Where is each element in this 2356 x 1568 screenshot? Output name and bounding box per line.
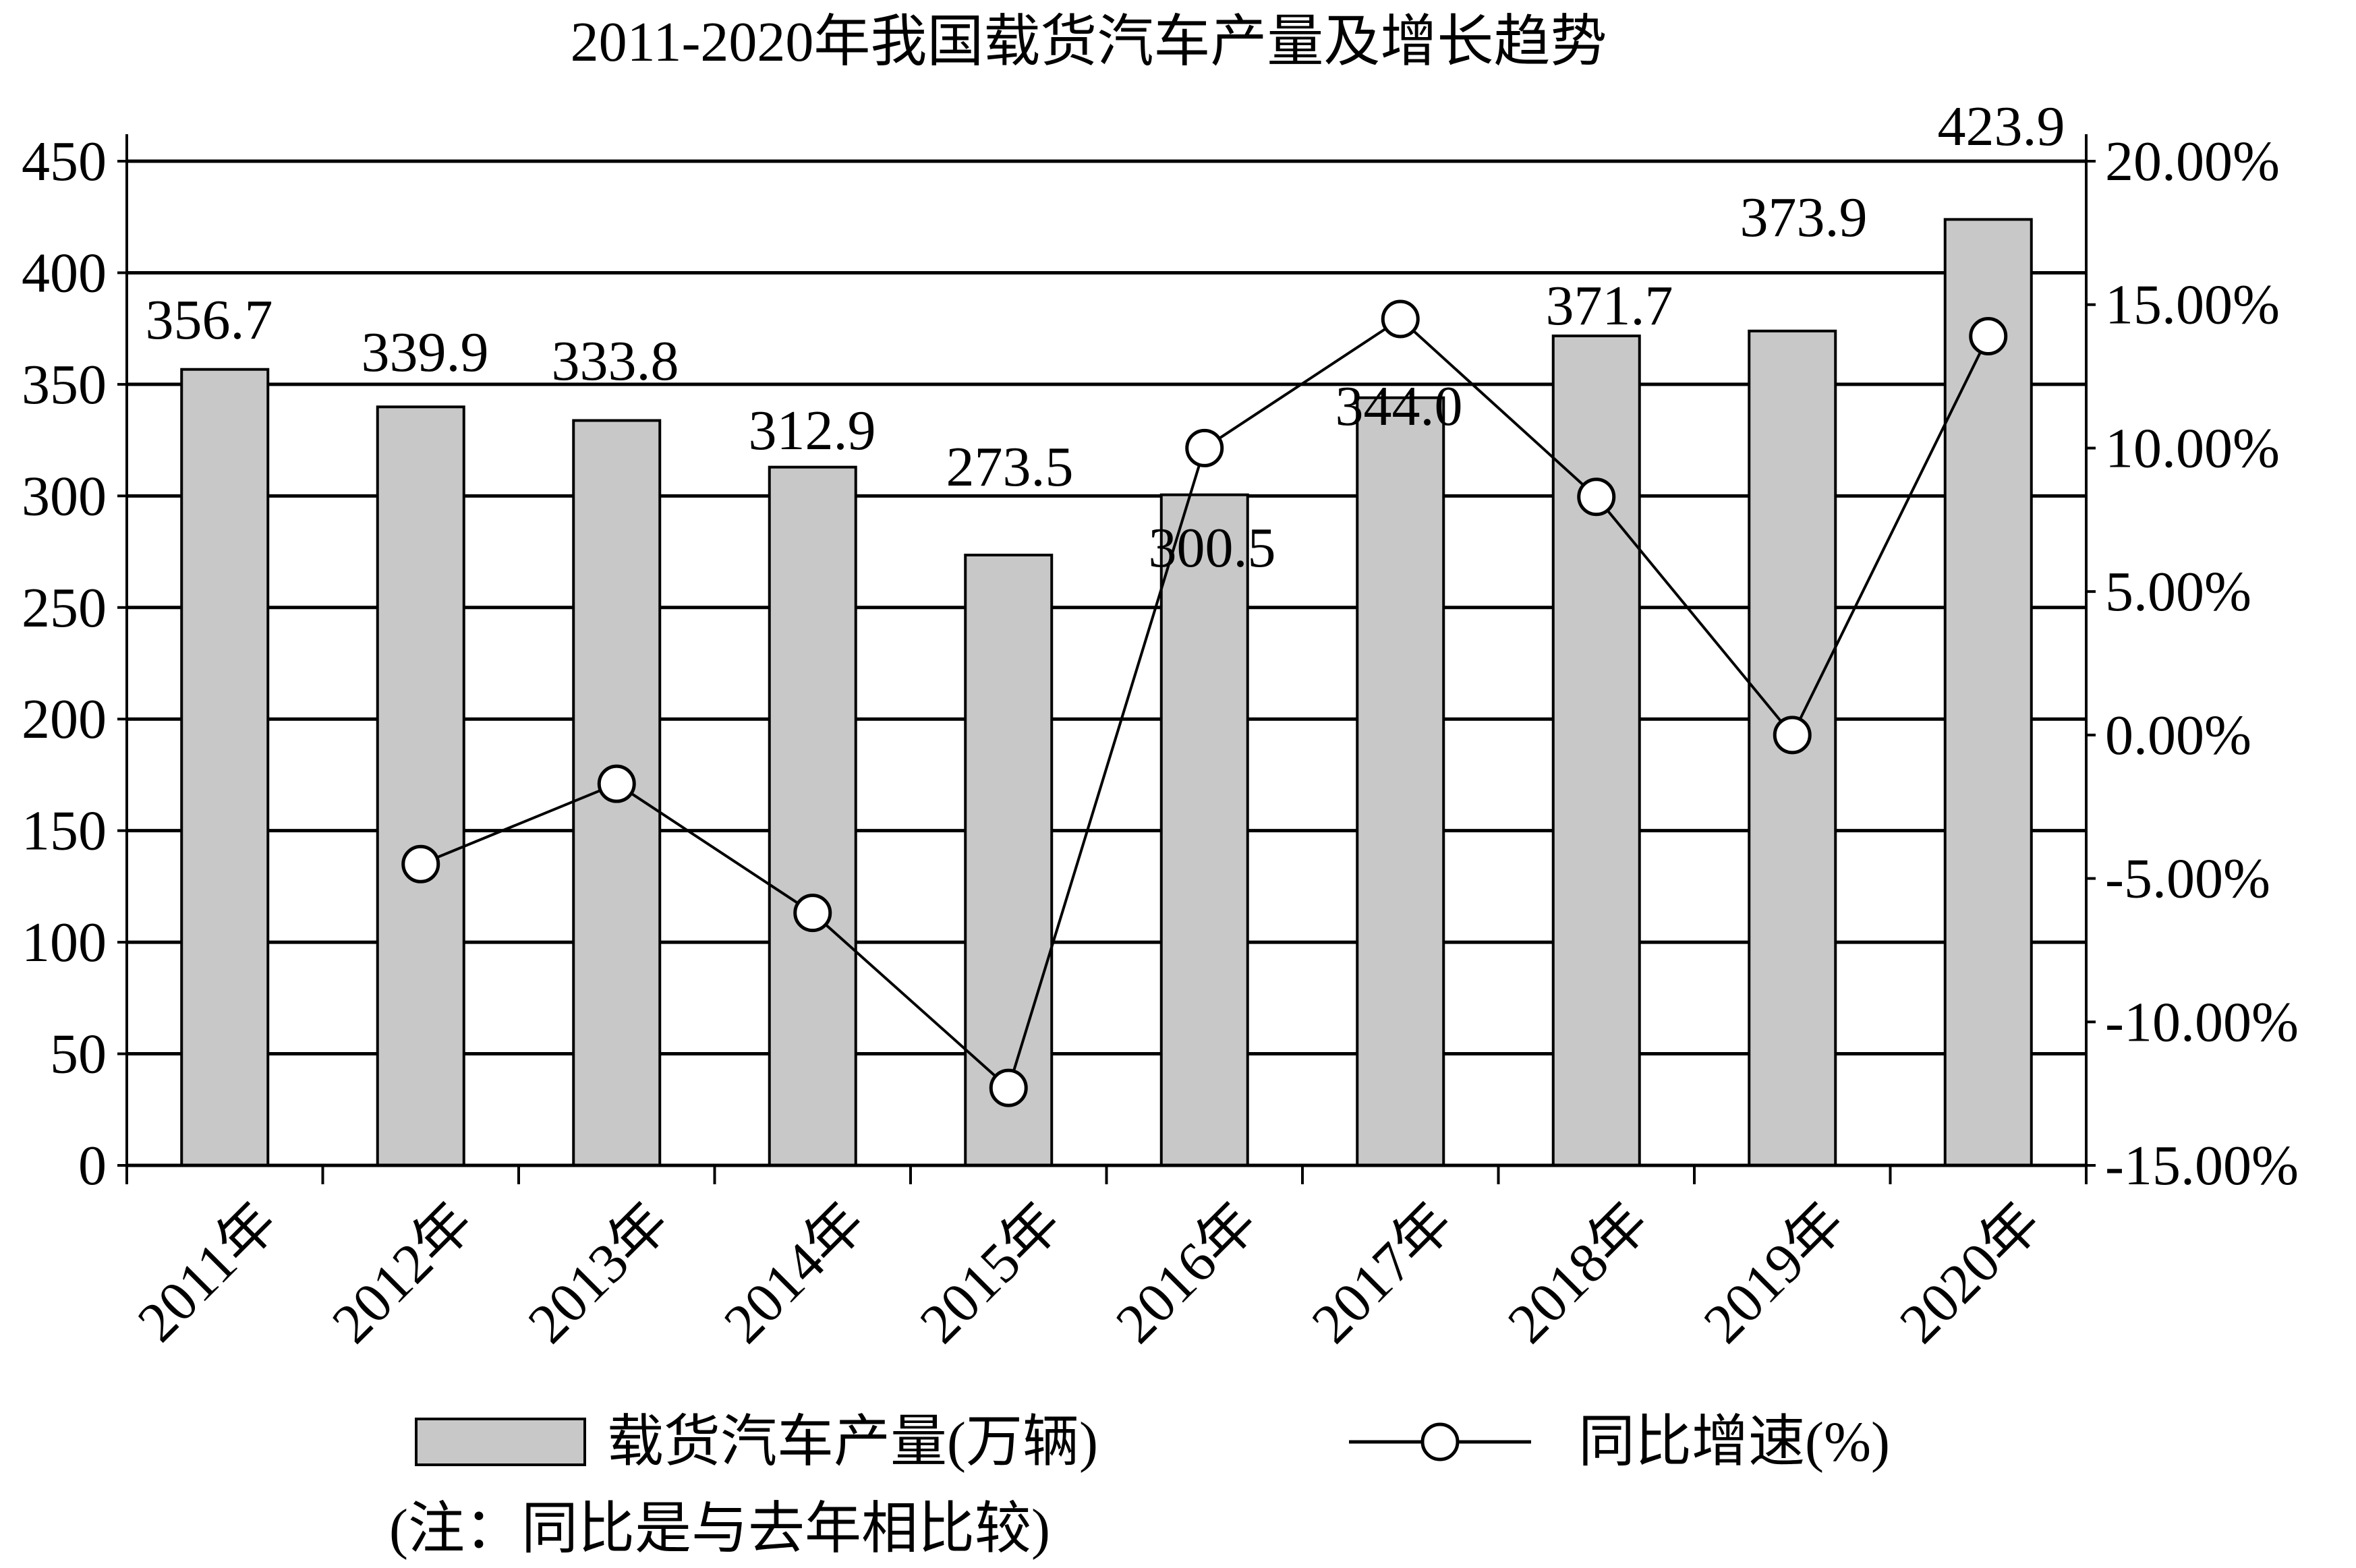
y-left-tick-label: 50 (50, 1023, 107, 1086)
growth-point (401, 844, 440, 883)
bar-data-label: 273.5 (946, 436, 1074, 498)
chart-note: (注：同比是与去年相比较) (389, 1498, 1050, 1561)
growth-point (1381, 299, 1420, 339)
legend-label-bar: 载货汽车产量(万辆) (607, 1411, 1098, 1474)
x-tick-label: 2012年 (320, 1191, 485, 1356)
x-tick-label: 2018年 (1496, 1191, 1661, 1356)
x-tick-label: 2016年 (1104, 1191, 1269, 1356)
bar-data-label: 423.9 (1938, 95, 2065, 158)
bar-data-label: 356.7 (146, 289, 273, 351)
x-tick-label: 2019年 (1692, 1191, 1857, 1356)
legend-swatch-marker (1420, 1422, 1460, 1461)
growth-point (1185, 428, 1224, 467)
legend: 载货汽车产量(万辆) 同比增速(%) (415, 1411, 1890, 1474)
y-left-tick-label: 350 (22, 353, 107, 416)
x-tick-label: 2011年 (126, 1191, 289, 1354)
bar-data-label: 344.0 (1335, 375, 1463, 438)
bar-data-label: 333.8 (552, 330, 679, 393)
bar (1943, 218, 2033, 1167)
x-tick-label: 2014年 (712, 1191, 877, 1356)
growth-point (1969, 317, 2008, 356)
legend-label-line: 同比增速(%) (1578, 1411, 1890, 1474)
x-tick-label: 2013年 (517, 1191, 681, 1356)
y-right-tick-label: -10.00% (2105, 991, 2299, 1053)
x-tick-label: 2015年 (909, 1191, 1073, 1356)
bar-data-label: 373.9 (1740, 186, 1868, 249)
growth-point (1773, 716, 1812, 755)
bar-series (180, 218, 2033, 1167)
growth-point (597, 764, 636, 803)
bar-data-label: 371.7 (1546, 274, 1673, 337)
growth-point (1577, 477, 1616, 517)
x-tick-label: 2020年 (1888, 1191, 2052, 1356)
y-right-tick-label: 10.00% (2105, 417, 2280, 480)
bar (768, 465, 857, 1167)
bar-data-label: 312.9 (749, 399, 876, 462)
bar-data-label: 300.5 (1149, 517, 1276, 579)
y-left-tick-label: 300 (22, 465, 107, 527)
y-right-tick-label: 0.00% (2105, 704, 2251, 767)
y-right-tick-label: -5.00% (2105, 848, 2270, 910)
bar (1159, 493, 1249, 1167)
bar (180, 368, 270, 1167)
bar (376, 405, 465, 1167)
growth-point (989, 1068, 1028, 1107)
y-left-tick-label: 250 (22, 577, 107, 639)
y-left-tick-label: 200 (22, 688, 107, 751)
y-left-tick-label: 400 (22, 241, 107, 304)
y-right-tick-label: 15.00% (2105, 274, 2280, 337)
y-right-tick-label: -15.00% (2105, 1134, 2299, 1197)
bar (1551, 335, 1641, 1167)
y-left-tick-label: 0 (78, 1134, 107, 1197)
y-left-tick-label: 450 (22, 130, 107, 193)
growth-point (793, 894, 832, 933)
bar-data-label: 339.9 (362, 321, 489, 384)
y-left-tick-label: 100 (22, 911, 107, 974)
legend-swatch-bar (415, 1418, 586, 1466)
line-series (401, 299, 2008, 1107)
x-tick-label: 2017年 (1300, 1191, 1465, 1356)
y-right-tick-label: 20.00% (2105, 130, 2280, 193)
y-left-tick-label: 150 (22, 800, 107, 863)
y-right-tick-label: 5.00% (2105, 560, 2251, 623)
data-labels: 356.7 339.9 333.8 312.9 273.5 300.5 344.0 371.7… (146, 95, 2065, 579)
bar (1356, 396, 1445, 1167)
chart-title: 2011-2020年我国载货汽车产量及增长趋势 (571, 11, 1607, 74)
